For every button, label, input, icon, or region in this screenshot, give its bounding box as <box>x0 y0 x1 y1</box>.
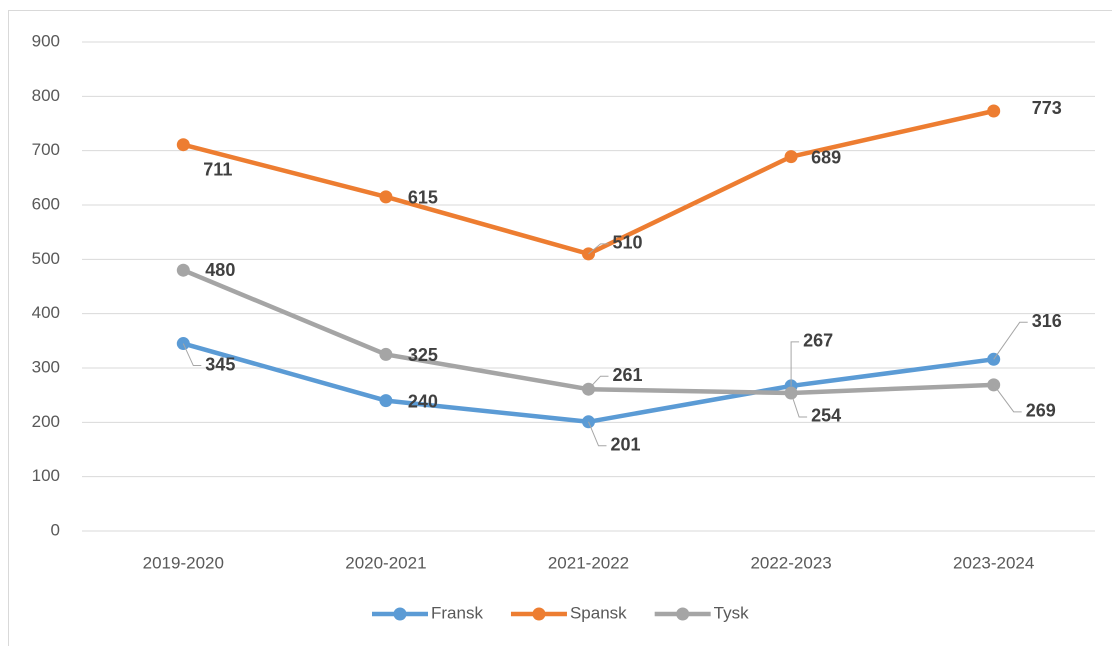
x-tick-label: 2021-2022 <box>548 553 629 572</box>
leader-line <box>588 421 607 447</box>
data-point <box>176 138 190 152</box>
x-tick-label: 2019-2020 <box>143 553 224 572</box>
data-label: 267 <box>803 331 833 351</box>
data-point <box>176 263 190 277</box>
data-label: 201 <box>611 435 641 455</box>
leader-line <box>588 243 609 255</box>
data-label: 615 <box>408 188 438 208</box>
data-point <box>379 190 393 204</box>
legend-label: Fransk <box>431 603 483 622</box>
y-tick-label: 300 <box>32 357 60 376</box>
data-label: 689 <box>811 147 841 167</box>
leader-line <box>790 341 800 386</box>
data-point <box>379 347 393 361</box>
data-label: 773 <box>1032 98 1062 118</box>
y-tick-label: 400 <box>32 303 60 322</box>
y-tick-label: 500 <box>32 249 60 268</box>
y-tick-label: 700 <box>32 140 60 159</box>
x-tick-label: 2020-2021 <box>345 553 426 572</box>
data-label: 254 <box>811 406 841 426</box>
data-point <box>784 150 798 164</box>
data-label: 325 <box>408 345 438 365</box>
leader-line <box>588 375 609 390</box>
legend-marker <box>676 607 690 621</box>
x-tick-label: 2023-2024 <box>953 553 1034 572</box>
data-point <box>379 394 393 408</box>
y-tick-label: 0 <box>51 520 60 539</box>
chart-border <box>8 10 1112 646</box>
y-tick-label: 100 <box>32 466 60 485</box>
legend-label: Spansk <box>570 603 627 622</box>
data-label: 316 <box>1032 311 1062 331</box>
leader-line <box>993 321 1028 360</box>
x-tick-label: 2022-2023 <box>750 553 831 572</box>
data-label: 711 <box>203 159 232 179</box>
data-label: 510 <box>613 233 643 253</box>
y-tick-label: 800 <box>32 86 60 105</box>
legend-label: Tysk <box>714 603 749 622</box>
leader-line <box>993 384 1022 413</box>
data-label: 345 <box>205 354 235 374</box>
data-label: 269 <box>1026 401 1056 421</box>
legend-marker <box>532 607 546 621</box>
series-line <box>182 108 995 257</box>
data-label: 261 <box>613 365 643 385</box>
leader-line <box>790 392 808 418</box>
data-label: 480 <box>205 260 235 280</box>
legend-marker <box>393 607 407 621</box>
y-tick-label: 200 <box>32 412 60 431</box>
leader-line <box>182 343 202 367</box>
y-tick-label: 900 <box>32 31 60 50</box>
data-point <box>987 104 1001 118</box>
series-line <box>182 341 994 425</box>
y-tick-label: 600 <box>32 194 60 213</box>
data-label: 240 <box>408 391 438 411</box>
